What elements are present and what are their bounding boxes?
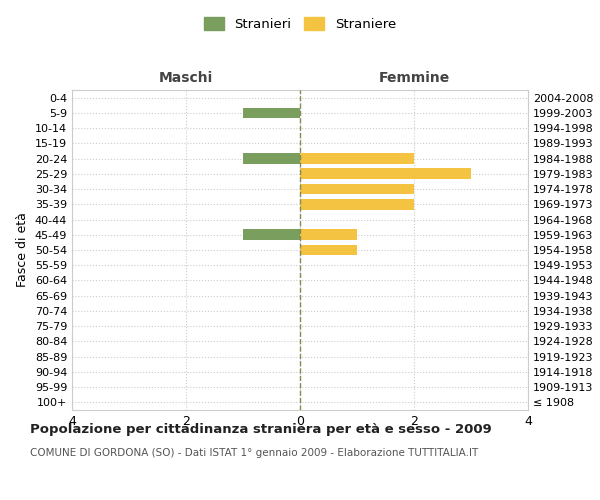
Bar	[300, 230, 357, 240]
Y-axis label: Fasce di età: Fasce di età	[16, 212, 29, 288]
Text: COMUNE DI GORDONA (SO) - Dati ISTAT 1° gennaio 2009 - Elaborazione TUTTITALIA.IT: COMUNE DI GORDONA (SO) - Dati ISTAT 1° g…	[30, 448, 478, 458]
Text: Popolazione per cittadinanza straniera per età e sesso - 2009: Popolazione per cittadinanza straniera p…	[30, 422, 492, 436]
Bar	[243, 108, 300, 118]
Bar	[300, 244, 357, 256]
Text: Maschi: Maschi	[159, 72, 213, 86]
Legend: Stranieri, Straniere: Stranieri, Straniere	[199, 12, 401, 36]
Bar	[300, 184, 414, 194]
Bar	[243, 230, 300, 240]
Bar	[243, 153, 300, 164]
Bar	[300, 199, 414, 209]
Text: Femmine: Femmine	[379, 72, 449, 86]
Bar	[300, 168, 471, 179]
Bar	[300, 153, 414, 164]
